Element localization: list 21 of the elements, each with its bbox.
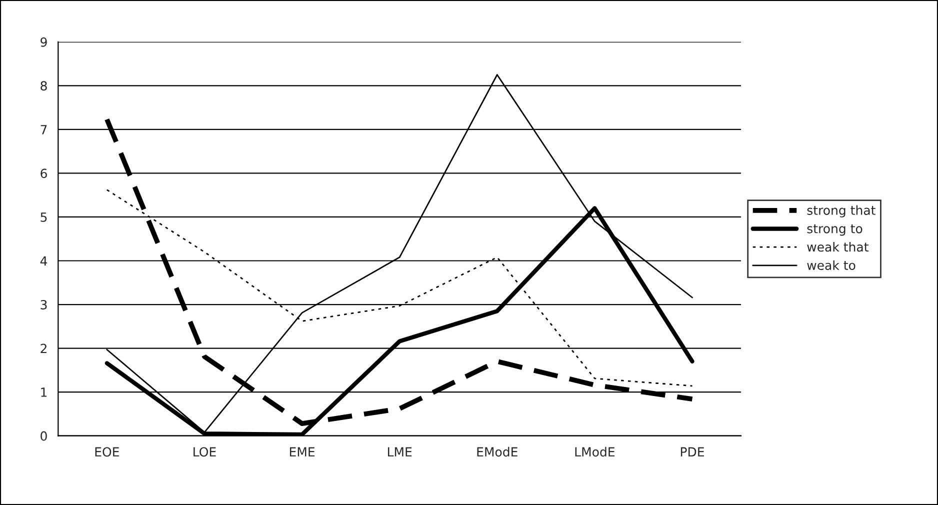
x-tick-label: EME	[290, 447, 315, 456]
y-tick-label: 0	[40, 431, 47, 441]
x-tick-label: LME	[388, 447, 412, 456]
x-tick-label: EOE	[95, 447, 119, 457]
x-tick-label: EModE	[477, 446, 518, 457]
y-tick-label: 5	[40, 212, 47, 222]
y-tick-label: 7	[40, 125, 47, 134]
y-tick-label: 6	[40, 168, 47, 178]
y-tick-label: 2	[40, 344, 46, 354]
legend-label: strong that	[807, 205, 876, 218]
x-tick-label: LModE	[575, 446, 615, 457]
x-tick-label: PDE	[680, 447, 704, 456]
y-tick-label: 1	[41, 388, 47, 397]
y-tick-label: 9	[40, 37, 47, 47]
y-tick-label: 3	[40, 300, 47, 310]
y-tick-label: 8	[40, 81, 47, 91]
legend-label: strong to	[807, 224, 862, 236]
legend-label: weak that	[807, 242, 868, 252]
legend-label: weak to	[807, 260, 856, 270]
y-tick-label: 4	[40, 256, 48, 266]
x-tick-label: LOE	[194, 447, 216, 457]
